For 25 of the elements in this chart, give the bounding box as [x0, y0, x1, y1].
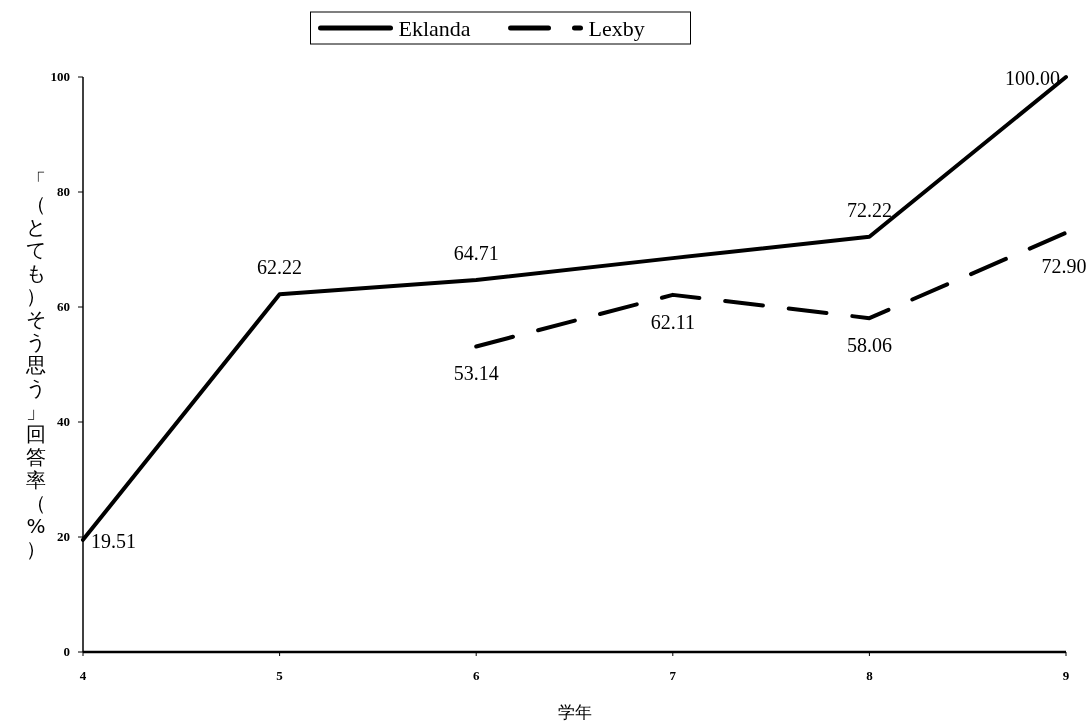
x-tick-label: 8 — [866, 668, 874, 683]
x-tick-label: 6 — [472, 668, 480, 683]
y-tick-label: 60 — [57, 299, 70, 314]
y-tick-label: 40 — [57, 414, 70, 429]
y-tick-label: 80 — [57, 184, 70, 199]
y-tick-label: 100 — [50, 69, 70, 84]
data-label: 72.90 — [1041, 254, 1087, 277]
data-label: 72.22 — [846, 198, 892, 221]
data-label: 100.00 — [1005, 67, 1060, 89]
data-label: 58.06 — [846, 334, 892, 357]
data-label: 64.71 — [453, 241, 499, 264]
x-tick-label: 5 — [276, 668, 284, 683]
data-label: 62.11 — [650, 310, 695, 333]
x-tick-label: 7 — [669, 668, 677, 683]
data-label: 62.22 — [257, 256, 303, 279]
y-tick-label: 0 — [63, 644, 70, 659]
text: 「（とても）そう思う」回答率（%） — [26, 168, 46, 561]
legend-label: Eklanda — [398, 16, 471, 41]
data-label: 19.51 — [91, 529, 136, 552]
y-tick-label: 20 — [57, 529, 70, 544]
x-axis-title: 学年 — [557, 702, 592, 722]
x-tick-label: 9 — [1062, 668, 1070, 683]
x-tick-label: 4 — [79, 668, 87, 683]
legend-label: Lexby — [588, 16, 645, 41]
data-label: 53.14 — [453, 362, 499, 385]
